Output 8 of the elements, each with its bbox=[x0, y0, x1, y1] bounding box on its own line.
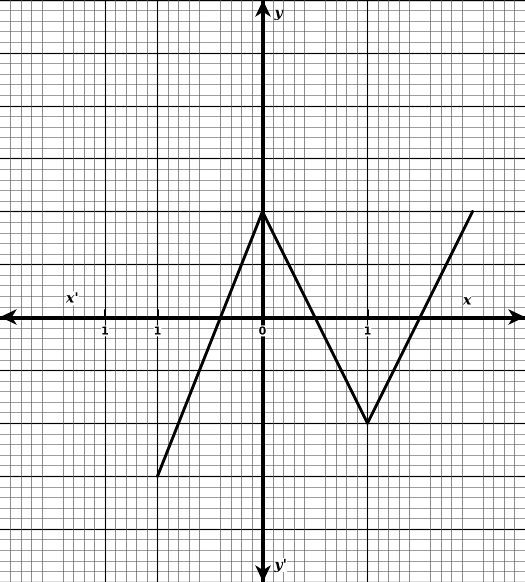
x-tick-label: 0 bbox=[258, 324, 267, 338]
text: y' bbox=[274, 557, 287, 573]
text: y bbox=[274, 5, 284, 21]
annotation: x' bbox=[65, 290, 79, 306]
x-tick-label: 1 bbox=[101, 324, 109, 338]
annotation: x bbox=[462, 292, 472, 308]
x-tick-label: 1 bbox=[364, 324, 372, 338]
x-tick-label: 1 bbox=[154, 324, 162, 338]
